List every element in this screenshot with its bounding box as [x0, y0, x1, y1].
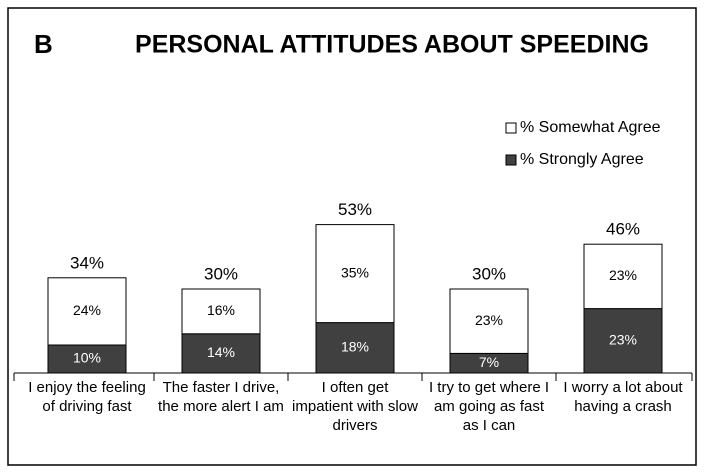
total-label: 53%	[338, 200, 372, 219]
bar-segment	[449, 288, 529, 354]
total-label: 34%	[70, 253, 104, 272]
segment-label: 24%	[73, 302, 101, 318]
segment-label: 10%	[73, 350, 101, 366]
bar-segment	[47, 344, 127, 374]
segment-label: 14%	[207, 344, 235, 360]
bar-segment	[315, 322, 395, 374]
panel-label: B	[34, 29, 53, 59]
bar-segment	[47, 277, 127, 346]
x-tick-label: I often get impatient with slow drivers	[292, 379, 418, 434]
total-label: 30%	[204, 264, 238, 283]
segment-label: 35%	[341, 264, 369, 280]
legend-label: % Strongly Agree	[520, 151, 644, 168]
bar-segment	[583, 243, 663, 310]
legend-label: % Somewhat Agree	[520, 119, 661, 136]
x-tick-label: I enjoy the feeling of driving fast	[28, 379, 146, 415]
bar-segment	[315, 224, 395, 324]
frame	[7, 7, 697, 466]
legend-swatch	[505, 154, 517, 166]
bar-segment	[181, 288, 261, 335]
total-label: 46%	[606, 220, 640, 239]
segment-label: 23%	[609, 267, 637, 283]
chart-title: PERSONAL ATTITUDES ABOUT SPEEDING	[135, 31, 649, 59]
x-tick-label: I worry a lot about having a crash	[563, 379, 683, 415]
segment-label: 23%	[609, 332, 637, 348]
legend-swatch	[505, 122, 517, 134]
segment-label: 18%	[341, 339, 369, 355]
x-tick-label: The faster I drive, the more alert I am	[158, 379, 284, 415]
segment-label: 23%	[475, 312, 503, 328]
segment-label: 16%	[207, 302, 235, 318]
total-label: 30%	[472, 264, 506, 283]
segment-label: 7%	[479, 354, 499, 370]
x-tick-label: I try to get where I am going as fast as…	[428, 379, 550, 434]
